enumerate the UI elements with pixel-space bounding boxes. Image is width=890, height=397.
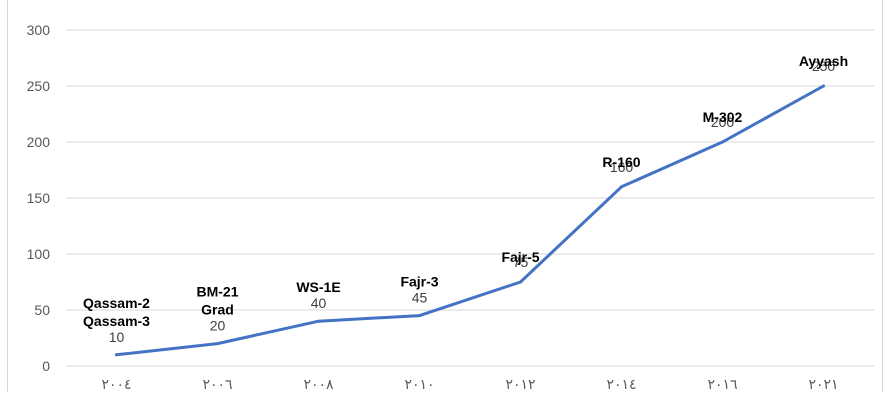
data-label-value-4: 75 [513, 254, 529, 270]
data-label-name-5-0: R-160 [602, 154, 640, 170]
x-tick-label-6: ٢٠١٦ [707, 377, 737, 393]
chart-frame [7, 0, 883, 392]
data-label-value-1: 20 [210, 318, 226, 334]
data-label-name-7-0: Ayyash [799, 53, 848, 69]
gridlines [66, 29, 874, 367]
y-axis: 0 50 100 150 200 250 300 [27, 22, 51, 374]
data-label-name-3-0: Fajr-3 [400, 274, 438, 290]
data-point-2 [317, 319, 320, 323]
x-tick-label-4: ٢٠١٢ [505, 377, 535, 393]
data-label-value-5: 160 [610, 159, 634, 175]
y-tick-label-200: 200 [27, 134, 51, 150]
data-point-0 [115, 353, 118, 357]
y-tick-label-250: 250 [27, 78, 51, 94]
y-tick-label-150: 150 [27, 190, 51, 206]
data-point-5 [620, 185, 623, 189]
x-axis: ٢٠٠٤ ٢٠٠٦ ٢٠٠٨ ٢٠١٠ ٢٠١٢ ٢٠١٤ ٢٠١٦ ٢٠٢١ [101, 377, 838, 393]
y-tick-label-0: 0 [42, 358, 50, 374]
data-label-value-6: 200 [711, 114, 735, 130]
data-point-1 [216, 342, 219, 346]
data-label-value-7: 250 [812, 58, 836, 74]
data-label-value-0: 10 [109, 329, 125, 345]
data-label-name-4-0: Fajr-5 [501, 249, 539, 265]
x-tick-label-5: ٢٠١٤ [606, 377, 636, 393]
data-label-name-6-0: M-302 [703, 109, 743, 125]
data-label-name-0-1: Qassam-3 [83, 313, 150, 329]
data-label-name-1-0: BM-21 [196, 284, 238, 300]
data-point-3 [418, 314, 421, 318]
data-point-7 [822, 84, 825, 88]
data-label-value-2: 40 [311, 295, 327, 311]
y-tick-label-50: 50 [34, 302, 50, 318]
series-line [115, 84, 825, 357]
data-label-name-0-0: Qassam-2 [83, 295, 150, 311]
x-tick-label-3: ٢٠١٠ [404, 377, 434, 393]
series-line-group [115, 84, 825, 357]
x-tick-label-1: ٢٠٠٦ [202, 377, 232, 393]
x-tick-label-0: ٢٠٠٤ [101, 377, 131, 393]
data-point-4 [519, 280, 522, 284]
x-tick-label-7: ٢٠٢١ [808, 377, 838, 393]
y-tick-label-300: 300 [27, 22, 51, 38]
data-label-name-1-1: Grad [201, 302, 234, 318]
data-label-value-3: 45 [412, 290, 428, 306]
data-label-name-2-0: WS-1E [296, 279, 340, 295]
y-tick-label-100: 100 [27, 246, 51, 262]
data-point-6 [721, 140, 724, 144]
x-tick-label-2: ٢٠٠٨ [303, 377, 334, 393]
